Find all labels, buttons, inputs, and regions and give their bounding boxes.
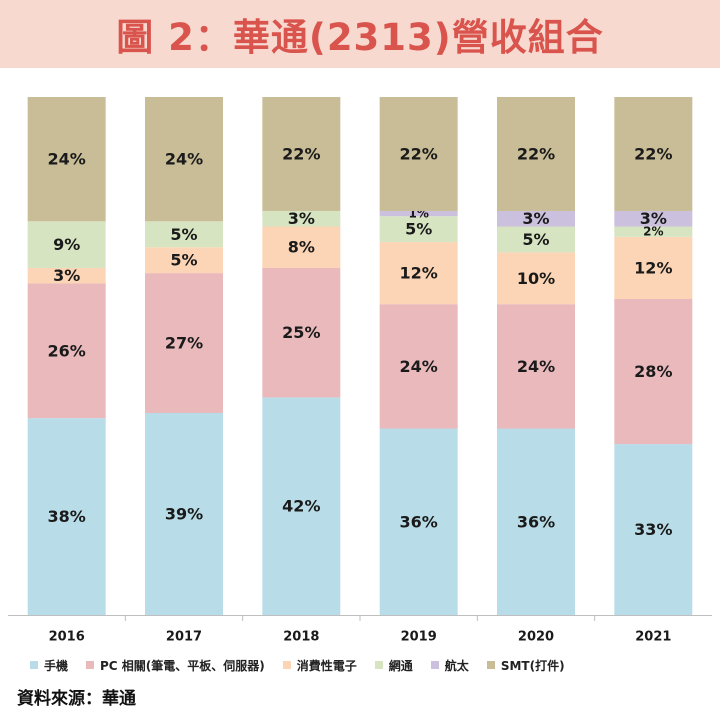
- bar-segment: [614, 210, 693, 227]
- chart-title: 圖 2：華通(2313)營收組合: [116, 16, 604, 59]
- data-label: 5%: [170, 251, 197, 270]
- bar-segment: [262, 210, 341, 227]
- x-tick-label: 2016: [49, 630, 85, 645]
- data-label: 3%: [53, 266, 80, 285]
- x-tick-label: 2020: [518, 630, 554, 645]
- data-label: 3%: [288, 209, 315, 228]
- legend-label: 手機: [44, 658, 69, 673]
- bar-segment: [497, 97, 575, 211]
- bar-segment: [497, 226, 575, 253]
- data-label: 24%: [400, 357, 438, 376]
- bar-segment: [379, 216, 458, 243]
- bar-segment: [262, 226, 341, 268]
- bar-segment: [497, 428, 575, 615]
- bar-segment: [145, 273, 223, 413]
- data-label: 5%: [522, 230, 549, 249]
- data-label: 38%: [48, 507, 86, 526]
- legend-swatch: [86, 661, 95, 669]
- bar-segment: [27, 97, 106, 222]
- legend-item: 消費性電子: [282, 657, 357, 674]
- bar-segment: [497, 304, 575, 429]
- data-label: 36%: [517, 512, 555, 531]
- legend-item: PC 相關(筆電、平板、伺服器): [86, 657, 265, 674]
- bar-segment: [614, 236, 693, 300]
- x-tick-label: 2019: [401, 630, 437, 645]
- legend-label: 網通: [388, 658, 413, 673]
- bar-segment: [27, 267, 106, 284]
- data-label: 3%: [522, 209, 549, 228]
- bar-segment: [379, 242, 458, 305]
- data-label: 12%: [634, 258, 672, 277]
- legend-label: 消費性電子: [296, 658, 357, 673]
- bar-segment: [614, 97, 693, 211]
- source-note: 資料來源：華通: [17, 689, 136, 709]
- data-label: 22%: [400, 144, 438, 163]
- bar-segment: [145, 247, 223, 274]
- data-label: 5%: [170, 225, 197, 244]
- bar-segment: [497, 252, 575, 305]
- bar-segment: [614, 226, 693, 237]
- legend-swatch: [486, 661, 495, 669]
- data-label: 39%: [165, 504, 203, 523]
- bar-segment: [614, 444, 693, 615]
- x-tick-label: 2017: [166, 630, 202, 645]
- data-label: 8%: [288, 238, 315, 257]
- bar-segment: [262, 397, 341, 615]
- data-label: 27%: [165, 334, 203, 353]
- legend-label: PC 相關(筆電、平板、伺服器): [100, 658, 265, 673]
- bar-segment: [262, 267, 341, 398]
- bar-segment: [262, 97, 341, 211]
- data-label: 9%: [53, 235, 80, 254]
- bar-segment: [497, 210, 575, 227]
- legend-item: 網通: [374, 657, 413, 674]
- data-label: 42%: [282, 497, 320, 516]
- legend-swatch: [30, 661, 38, 669]
- data-label: 26%: [48, 341, 86, 360]
- data-label: 24%: [165, 150, 203, 169]
- x-tick-label: 2021: [635, 630, 671, 645]
- legend-swatch: [282, 661, 291, 669]
- data-label: 25%: [282, 323, 320, 342]
- data-label: 22%: [282, 144, 320, 163]
- bar-segment: [145, 221, 223, 248]
- bar-segment: [614, 299, 693, 445]
- legend: 手機 PC 相關(筆電、平板、伺服器) 消費性電子 網通 航太 SMT(打件): [30, 655, 710, 675]
- data-label: 24%: [517, 357, 555, 376]
- title-bar: 圖 2：華通(2313)營收組合: [0, 0, 720, 68]
- data-label: 24%: [48, 150, 86, 169]
- bar-segment: [379, 97, 458, 211]
- x-tick-label: 2018: [283, 630, 319, 645]
- data-label: 28%: [634, 362, 672, 381]
- bar-segment: [27, 418, 106, 615]
- bar-segment: [145, 412, 223, 615]
- data-label: 33%: [634, 520, 672, 539]
- legend-item: SMT(打件): [486, 657, 565, 674]
- legend-label: 航太: [444, 658, 469, 673]
- legend-item: 航太: [430, 657, 469, 674]
- bar-segment: [27, 221, 106, 268]
- bar-segment: [27, 283, 106, 419]
- data-label: 36%: [400, 512, 438, 531]
- legend-swatch: [374, 661, 383, 669]
- data-label: 22%: [634, 144, 672, 163]
- data-label: 10%: [517, 269, 555, 288]
- data-label: 5%: [405, 220, 432, 239]
- data-label: 3%: [640, 209, 667, 228]
- stacked-bar-chart: 38% 26% 3% 9% 24% 2016 39% 27% 5% 5% 24% 2017 42% 25%…: [8, 97, 712, 645]
- legend-label: SMT(打件): [500, 658, 565, 673]
- legend-item: 手機: [30, 657, 68, 674]
- data-label: 12%: [400, 264, 438, 283]
- data-label: 22%: [517, 144, 555, 163]
- bar-segment: [145, 97, 223, 222]
- bar-segment: [379, 428, 458, 615]
- bar-segment: [379, 210, 458, 217]
- legend-swatch: [430, 661, 439, 669]
- bar-segment: [379, 304, 458, 429]
- data-label: 2%: [643, 225, 663, 239]
